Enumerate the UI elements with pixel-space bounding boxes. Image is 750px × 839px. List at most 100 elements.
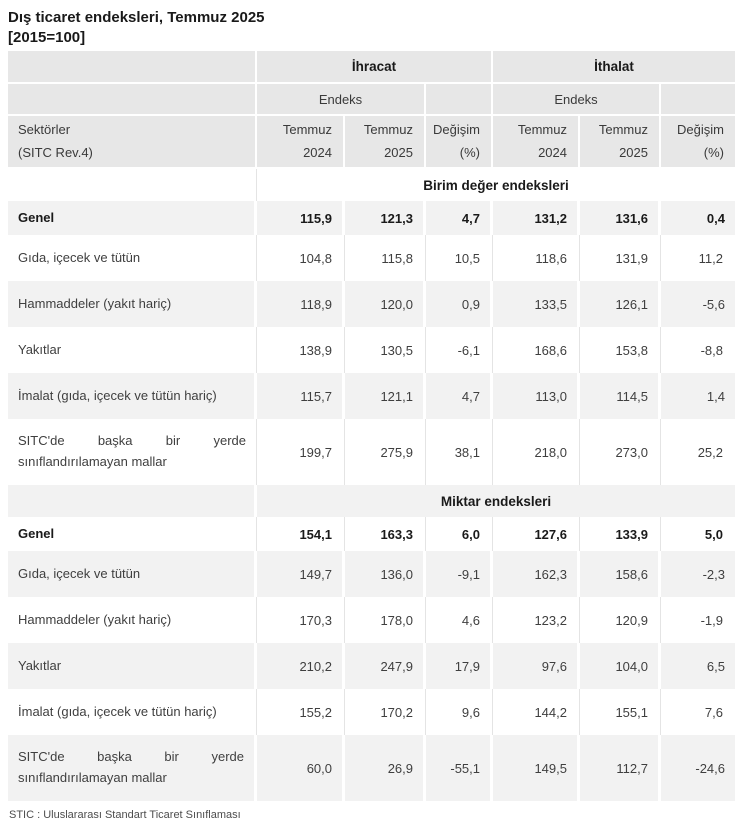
cell-value: 247,9 bbox=[345, 643, 426, 689]
cell-value: 60,0 bbox=[257, 735, 345, 801]
cell-value: 26,9 bbox=[345, 735, 426, 801]
cell-value: 155,1 bbox=[580, 689, 661, 735]
row-label: SITC'de başka bir yerde sınıflandırılama… bbox=[8, 419, 257, 485]
corner-cell bbox=[8, 51, 257, 84]
cell-value: 6,0 bbox=[426, 517, 493, 551]
cell-value: 115,7 bbox=[257, 373, 345, 419]
table-row: Hammaddeler (yakıt hariç) 170,3 178,0 4,… bbox=[8, 597, 735, 643]
cell-value: 104,8 bbox=[257, 235, 345, 281]
col-header-text: Değişim bbox=[433, 121, 480, 137]
endeks-header-row: Endeks Endeks bbox=[8, 84, 735, 116]
sectors-header-line2: (SITC Rev.4) bbox=[18, 144, 93, 160]
cell-value: 149,5 bbox=[493, 735, 580, 801]
cell-value: 158,6 bbox=[580, 551, 661, 597]
cell-value: 17,9 bbox=[426, 643, 493, 689]
cell-value: 121,3 bbox=[345, 201, 426, 235]
cell-value: 131,2 bbox=[493, 201, 580, 235]
row-label: Gıda, içecek ve tütün bbox=[8, 235, 257, 281]
cell-value: 210,2 bbox=[257, 643, 345, 689]
cell-value: -55,1 bbox=[426, 735, 493, 801]
empty-cell bbox=[661, 84, 735, 116]
empty-cell bbox=[426, 84, 493, 116]
row-label: Yakıtlar bbox=[8, 327, 257, 373]
table-row: SITC'de başka bir yerde sınıflandırılama… bbox=[8, 419, 735, 485]
cell-value: -8,8 bbox=[661, 327, 735, 373]
cell-value: 153,8 bbox=[580, 327, 661, 373]
column-header-import-change: Değişim (%) bbox=[661, 116, 735, 169]
row-label: İmalat (gıda, içecek ve tütün hariç) bbox=[8, 373, 257, 419]
column-header-export-change: Değişim (%) bbox=[426, 116, 493, 169]
page-subtitle: [2015=100] bbox=[8, 28, 86, 46]
cell-value: 104,0 bbox=[580, 643, 661, 689]
section-title: Miktar endeksleri bbox=[257, 485, 735, 517]
table-row: Gıda, içecek ve tütün 149,7 136,0 -9,1 1… bbox=[8, 551, 735, 597]
cell-value: 199,7 bbox=[257, 419, 345, 485]
endeks-header-export: Endeks bbox=[257, 84, 426, 116]
cell-value: 133,5 bbox=[493, 281, 580, 327]
cell-value: -1,9 bbox=[661, 597, 735, 643]
table-row: İmalat (gıda, içecek ve tütün hariç) 115… bbox=[8, 373, 735, 419]
table-row-general: Genel 154,1 163,3 6,0 127,6 133,9 5,0 bbox=[8, 517, 735, 551]
table-row: Gıda, içecek ve tütün 104,8 115,8 10,5 1… bbox=[8, 235, 735, 281]
cell-value: 170,2 bbox=[345, 689, 426, 735]
cell-value: -5,6 bbox=[661, 281, 735, 327]
cell-value: 133,9 bbox=[580, 517, 661, 551]
col-header-text: 2025 bbox=[619, 144, 648, 160]
cell-value: -2,3 bbox=[661, 551, 735, 597]
cell-value: 163,3 bbox=[345, 517, 426, 551]
endeks-header-import: Endeks bbox=[493, 84, 661, 116]
column-header-row: Sektörler (SITC Rev.4) Temmuz 2024 Temmu… bbox=[8, 116, 735, 169]
cell-value: 131,6 bbox=[580, 201, 661, 235]
col-header-text: (%) bbox=[459, 144, 480, 160]
section-header-row-unit-value: Birim değer endeksleri bbox=[8, 169, 735, 201]
row-label: SITC'de başka bir yerde sınıflandırılama… bbox=[8, 735, 257, 801]
cell-value: 4,7 bbox=[426, 373, 493, 419]
row-label: Hammaddeler (yakıt hariç) bbox=[8, 597, 257, 643]
cell-value: 4,7 bbox=[426, 201, 493, 235]
cell-value: 275,9 bbox=[345, 419, 426, 485]
cell-value: 131,9 bbox=[580, 235, 661, 281]
cell-value: 114,5 bbox=[580, 373, 661, 419]
cell-value: 162,3 bbox=[493, 551, 580, 597]
cell-value: 121,1 bbox=[345, 373, 426, 419]
sectors-header-line1: Sektörler bbox=[18, 121, 71, 137]
col-header-text: 2025 bbox=[384, 144, 413, 160]
row-label: İmalat (gıda, içecek ve tütün hariç) bbox=[8, 689, 257, 735]
col-header-text: (%) bbox=[703, 144, 724, 160]
cell-value: -24,6 bbox=[661, 735, 735, 801]
cell-value: 154,1 bbox=[257, 517, 345, 551]
column-header-export-2024: Temmuz 2024 bbox=[257, 116, 345, 169]
cell-value: 113,0 bbox=[493, 373, 580, 419]
column-header-import-2025: Temmuz 2025 bbox=[580, 116, 661, 169]
group-header-row: İhracat İthalat bbox=[8, 51, 735, 84]
cell-value: 178,0 bbox=[345, 597, 426, 643]
col-header-text: Temmuz bbox=[282, 121, 332, 137]
cell-value: 126,1 bbox=[580, 281, 661, 327]
cell-value: 127,6 bbox=[493, 517, 580, 551]
footnote: STIC : Uluslararası Standart Ticaret Sın… bbox=[9, 809, 241, 821]
section-header-row-quantity: Miktar endeksleri bbox=[8, 485, 735, 517]
cell-value: 1,4 bbox=[661, 373, 735, 419]
cell-value: -9,1 bbox=[426, 551, 493, 597]
table-row: SITC'de başka bir yerde sınıflandırılama… bbox=[8, 735, 735, 801]
cell-value: 6,5 bbox=[661, 643, 735, 689]
cell-value: 0,9 bbox=[426, 281, 493, 327]
empty-cell bbox=[8, 169, 257, 201]
table-row: Yakıtlar 138,9 130,5 -6,1 168,6 153,8 -8… bbox=[8, 327, 735, 373]
cell-value: 0,4 bbox=[661, 201, 735, 235]
table-row: İmalat (gıda, içecek ve tütün hariç) 155… bbox=[8, 689, 735, 735]
row-label: Genel bbox=[8, 201, 257, 235]
cell-value: 9,6 bbox=[426, 689, 493, 735]
cell-value: 112,7 bbox=[580, 735, 661, 801]
group-header-export: İhracat bbox=[257, 51, 493, 84]
cell-value: 149,7 bbox=[257, 551, 345, 597]
group-header-import: İthalat bbox=[493, 51, 735, 84]
col-header-text: Temmuz bbox=[363, 121, 413, 137]
cell-value: 118,6 bbox=[493, 235, 580, 281]
row-label: Hammaddeler (yakıt hariç) bbox=[8, 281, 257, 327]
cell-value: 144,2 bbox=[493, 689, 580, 735]
cell-value: 138,9 bbox=[257, 327, 345, 373]
column-header-export-2025: Temmuz 2025 bbox=[345, 116, 426, 169]
col-header-text: 2024 bbox=[303, 144, 332, 160]
row-label: Genel bbox=[8, 517, 257, 551]
